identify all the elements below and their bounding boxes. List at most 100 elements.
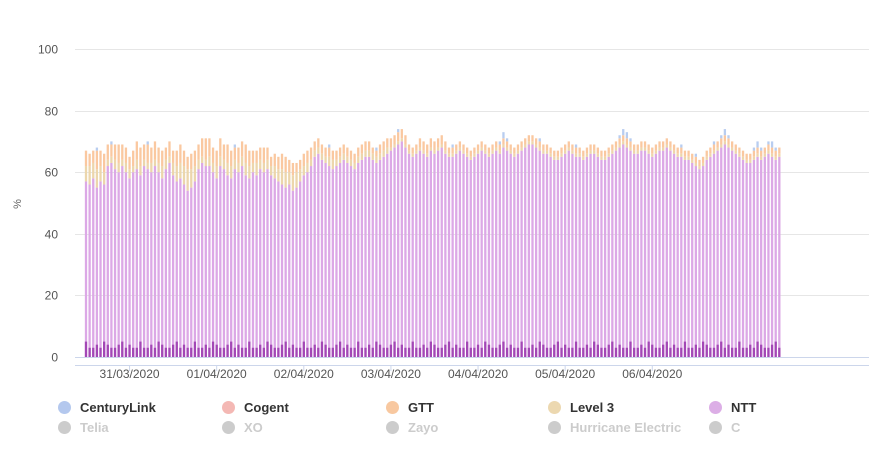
bar-segment-ntt[interactable] <box>585 156 589 357</box>
bar-segment-ntt[interactable] <box>124 172 128 357</box>
bar-segment-centurylink[interactable] <box>629 138 632 142</box>
bar-segment-gtt[interactable] <box>331 150 334 160</box>
bar-segment-level-3[interactable] <box>654 150 658 154</box>
bar-segment-ntt[interactable] <box>338 162 342 357</box>
bar-segment-gtt[interactable] <box>230 150 233 167</box>
bar-segment-ntt[interactable] <box>640 150 643 357</box>
bar-segment-gtt[interactable] <box>701 156 705 163</box>
bar-segment-gtt[interactable] <box>240 141 244 157</box>
bar-segment-gtt[interactable] <box>723 135 727 142</box>
bar-segment-level-3[interactable] <box>211 162 215 173</box>
bar-segment-level-3[interactable] <box>171 162 175 176</box>
bar-segment-level-3[interactable] <box>527 141 531 145</box>
bar-segment-level-3[interactable] <box>574 153 578 157</box>
bar-segment-ntt[interactable] <box>720 147 723 357</box>
bar-segment-gtt[interactable] <box>582 150 585 157</box>
bar-segment-gtt[interactable] <box>357 147 360 157</box>
bar-segment-level-3[interactable] <box>302 166 305 176</box>
bar-segment-ntt[interactable] <box>211 172 215 357</box>
bar-segment-ntt[interactable] <box>574 156 578 357</box>
bar-segment-level-3[interactable] <box>625 144 629 148</box>
bar-segment-gtt[interactable] <box>676 147 679 154</box>
bar-segment-gtt[interactable] <box>128 156 131 170</box>
bar-segment-ntt[interactable] <box>491 153 494 357</box>
bar-segment-level-3[interactable] <box>328 156 331 167</box>
bar-segment-ntt[interactable] <box>299 181 302 357</box>
bar-segment-ntt[interactable] <box>426 156 429 357</box>
bar-segment-ntt[interactable] <box>498 153 501 357</box>
bar-segment-gtt[interactable] <box>400 129 403 139</box>
bar-segment-ntt[interactable] <box>629 150 632 357</box>
bar-segment-level-3[interactable] <box>106 159 109 167</box>
bar-segment-gtt[interactable] <box>338 147 342 157</box>
bar-segment-ntt[interactable] <box>317 153 320 357</box>
bar-segment-ntt[interactable] <box>251 172 255 357</box>
bar-segment-gtt[interactable] <box>462 144 465 151</box>
bar-segment-ntt[interactable] <box>705 159 708 357</box>
bar-segment-level-3[interactable] <box>516 150 520 154</box>
bar-segment-level-3[interactable] <box>433 150 436 154</box>
bar-segment-gtt[interactable] <box>738 147 741 154</box>
bar-segment-ntt[interactable] <box>683 159 687 357</box>
bar-segment-level-3[interactable] <box>309 159 313 167</box>
bar-segment-gtt[interactable] <box>603 150 607 157</box>
bar-segment-ntt[interactable] <box>295 187 298 357</box>
bar-segment-level-3[interactable] <box>756 153 759 157</box>
bar-segment-gtt[interactable] <box>447 147 451 154</box>
bar-segment-level-3[interactable] <box>429 147 432 151</box>
bar-segment-level-3[interactable] <box>411 153 414 157</box>
bar-segment-level-3[interactable] <box>451 153 454 157</box>
bar-segment-level-3[interactable] <box>84 166 88 182</box>
bar-segment-centurylink[interactable] <box>720 135 723 139</box>
bar-segment-gtt[interactable] <box>727 138 730 145</box>
bar-segment-level-3[interactable] <box>273 166 276 179</box>
bar-segment-gtt[interactable] <box>179 144 182 163</box>
bar-segment-level-3[interactable] <box>745 159 748 163</box>
bar-segment-ntt[interactable] <box>516 153 520 357</box>
bar-segment-gtt[interactable] <box>763 147 766 154</box>
bar-segment-ntt[interactable] <box>190 187 193 357</box>
bar-segment-ntt[interactable] <box>760 159 763 357</box>
bar-segment-centurylink[interactable] <box>622 129 625 136</box>
bar-segment-ntt[interactable] <box>277 181 280 357</box>
bar-segment-ntt[interactable] <box>233 169 236 357</box>
bar-segment-level-3[interactable] <box>549 153 552 157</box>
bar-segment-ntt[interactable] <box>324 162 327 357</box>
bar-segment-ntt[interactable] <box>618 147 621 357</box>
bar-segment-level-3[interactable] <box>103 172 106 185</box>
bar-segment-level-3[interactable] <box>778 153 781 157</box>
bar-segment-ntt[interactable] <box>451 156 454 357</box>
bar-segment-ntt[interactable] <box>701 166 705 357</box>
bar-segment-level-3[interactable] <box>636 150 639 154</box>
bar-segment-ntt[interactable] <box>712 153 716 357</box>
bar-segment-gtt[interactable] <box>193 150 197 167</box>
bar-segment-level-3[interactable] <box>669 147 672 151</box>
bar-segment-gtt[interactable] <box>110 144 113 157</box>
bar-segment-centurylink[interactable] <box>770 141 774 148</box>
bar-segment-gtt[interactable] <box>625 138 629 145</box>
bar-segment-gtt[interactable] <box>353 153 356 163</box>
bar-segment-ntt[interactable] <box>331 169 334 357</box>
bar-segment-ntt[interactable] <box>662 150 665 357</box>
bar-segment-level-3[interactable] <box>720 144 723 148</box>
bar-segment-level-3[interactable] <box>342 153 345 160</box>
bar-segment-gtt[interactable] <box>560 147 563 154</box>
bar-segment-ntt[interactable] <box>603 159 607 357</box>
bar-segment-level-3[interactable] <box>476 150 480 154</box>
bar-segment-gtt[interactable] <box>640 141 643 148</box>
bar-segment-ntt[interactable] <box>433 153 436 357</box>
bar-segment-ntt[interactable] <box>767 153 770 357</box>
bar-segment-centurylink[interactable] <box>625 132 629 139</box>
bar-segment-gtt[interactable] <box>132 150 135 167</box>
bar-segment-ntt[interactable] <box>288 184 291 357</box>
bar-segment-gtt[interactable] <box>117 144 120 163</box>
bar-segment-level-3[interactable] <box>672 150 676 154</box>
bar-segment-level-3[interactable] <box>734 150 737 154</box>
bar-segment-level-3[interactable] <box>447 153 451 157</box>
bar-segment-gtt[interactable] <box>375 150 378 157</box>
bar-segment-ntt[interactable] <box>135 169 138 357</box>
bar-segment-ntt[interactable] <box>480 150 483 357</box>
bar-segment-level-3[interactable] <box>596 153 599 157</box>
bar-segment-level-3[interactable] <box>553 156 556 160</box>
bar-segment-gtt[interactable] <box>106 144 109 160</box>
